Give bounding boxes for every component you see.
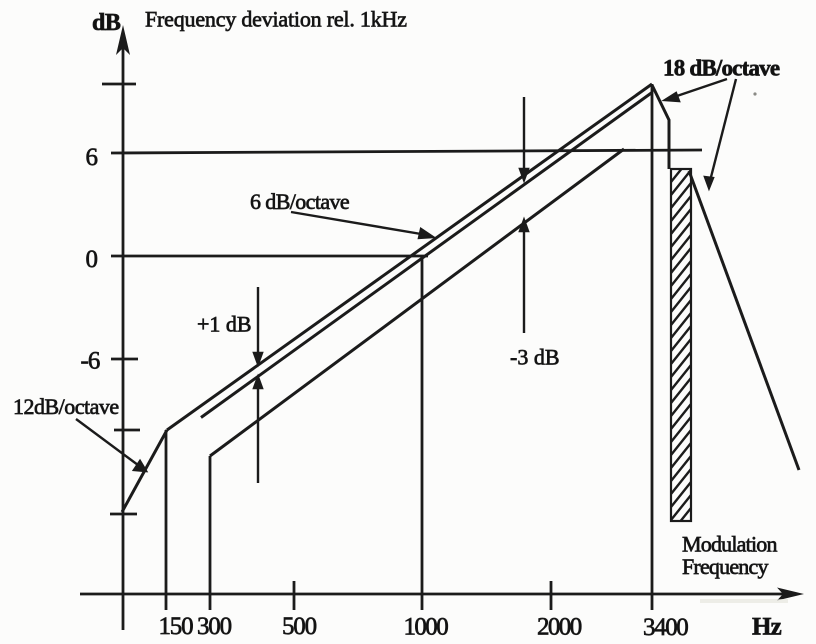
- svg-text:500: 500: [282, 613, 317, 640]
- svg-text:3400: 3400: [643, 614, 688, 641]
- svg-text:-6: -6: [81, 348, 100, 375]
- svg-text:dB: dB: [92, 10, 121, 36]
- svg-text:Frequency deviation rel. 1kHz: Frequency deviation rel. 1kHz: [145, 7, 407, 32]
- svg-text:300: 300: [197, 613, 232, 640]
- svg-text:Hz: Hz: [752, 614, 782, 641]
- svg-text:150: 150: [159, 613, 194, 640]
- svg-text:+1 dB: +1 dB: [197, 312, 252, 337]
- svg-text:6 dB/octave: 6 dB/octave: [250, 189, 349, 214]
- svg-text:18 dB/octave: 18 dB/octave: [663, 56, 780, 81]
- svg-text:0: 0: [86, 246, 99, 273]
- svg-text:-3 dB: -3 dB: [510, 345, 560, 370]
- svg-text:6: 6: [86, 144, 99, 171]
- svg-text:Frequency: Frequency: [682, 554, 768, 579]
- svg-text:12dB/octave: 12dB/octave: [13, 394, 119, 419]
- svg-text:1000: 1000: [404, 614, 449, 641]
- svg-text:Modulation: Modulation: [682, 532, 777, 557]
- svg-text:2000: 2000: [537, 614, 582, 641]
